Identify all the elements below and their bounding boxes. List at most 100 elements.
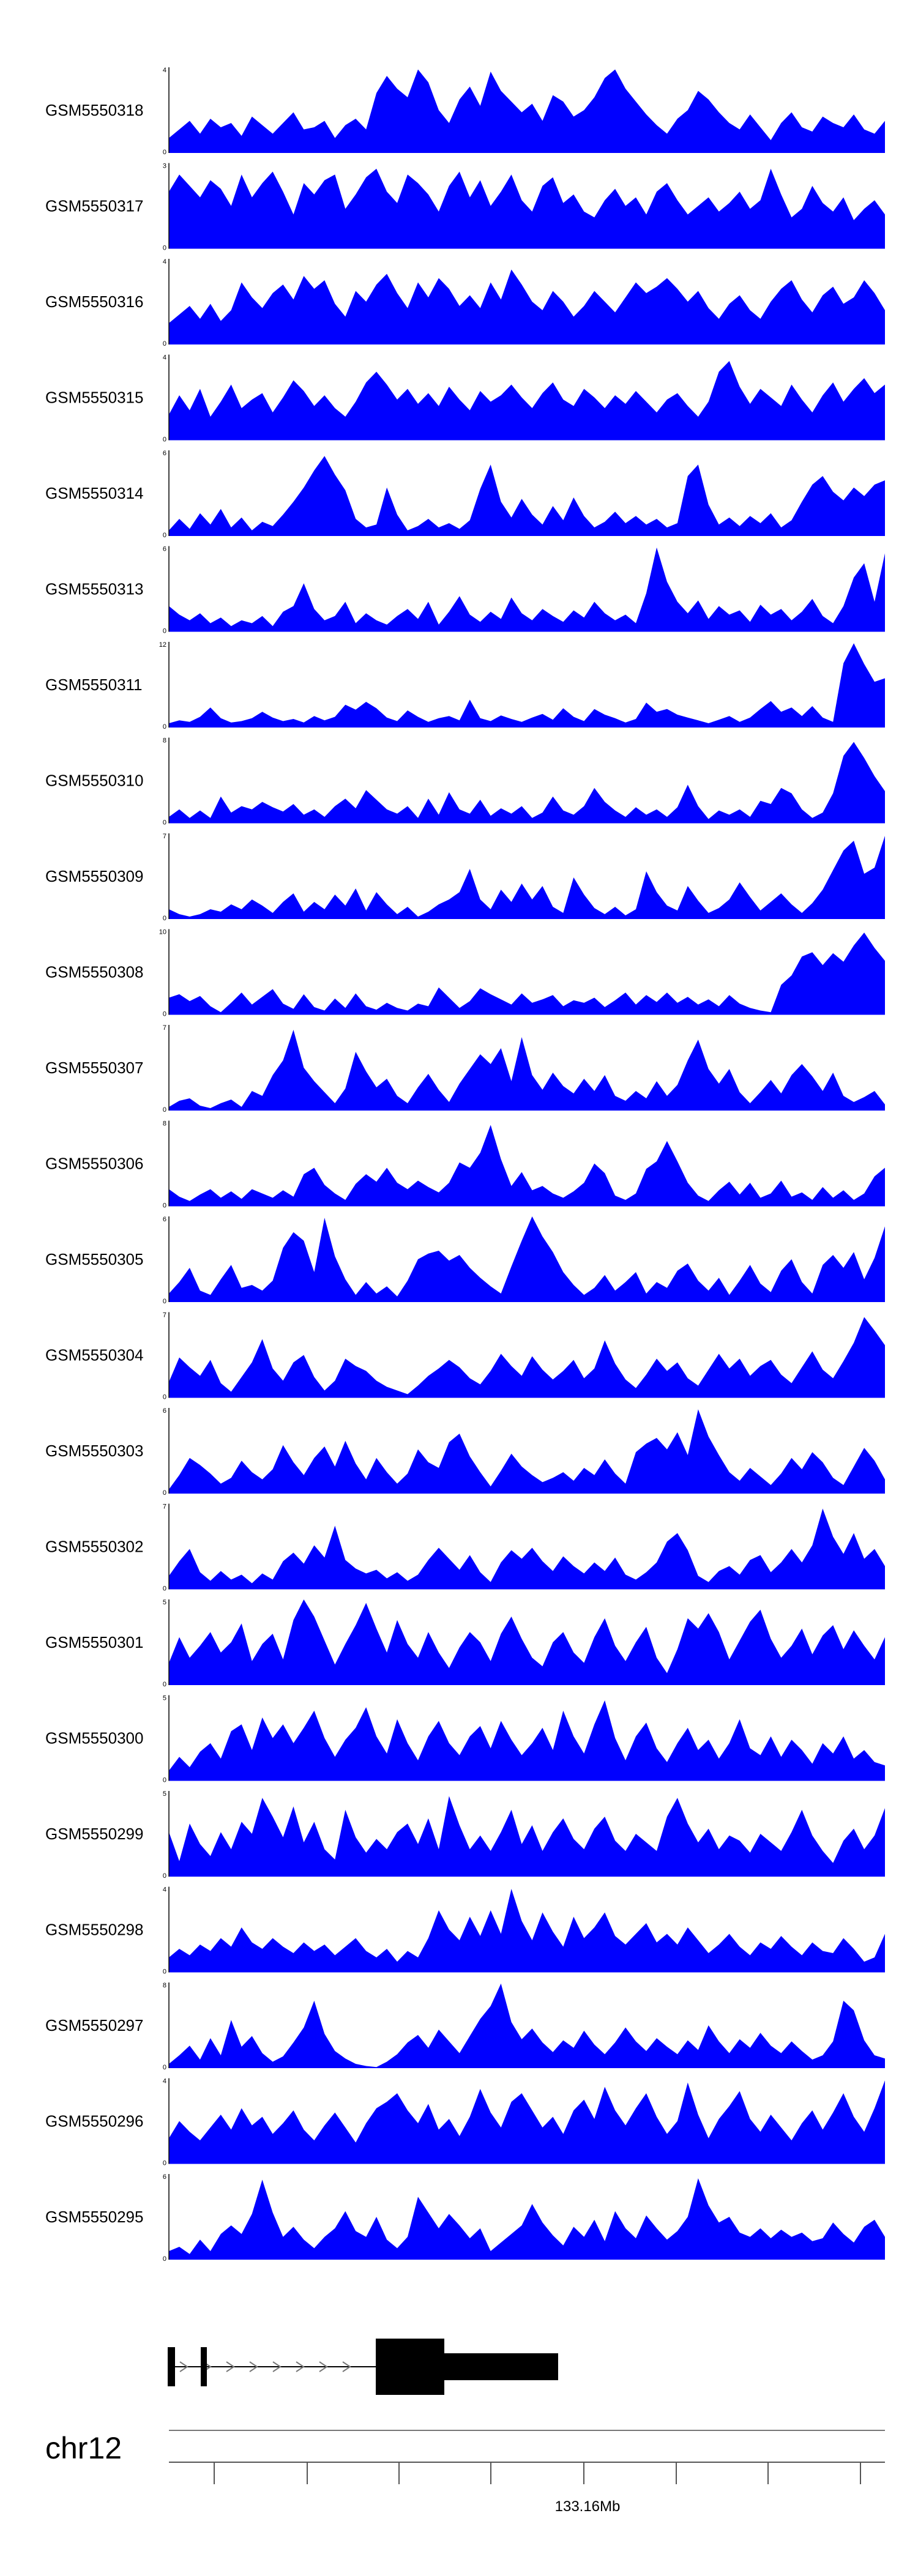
y-max-tick-label: 7 bbox=[163, 1312, 166, 1319]
track-GSM5550297: 8 0 GSM5550297 bbox=[45, 1982, 885, 2071]
signal-area bbox=[169, 1317, 885, 1398]
track-GSM5550296: 4 0 GSM5550296 bbox=[45, 2078, 885, 2167]
y-max-tick-label: 5 bbox=[163, 1695, 166, 1702]
strand-arrow bbox=[179, 2361, 188, 2372]
y-min-tick-label: 0 bbox=[163, 915, 166, 922]
signal-area bbox=[169, 1983, 885, 2068]
strand-arrow bbox=[319, 2361, 328, 2372]
y-max-tick-label: 4 bbox=[163, 2078, 166, 2085]
y-max-tick-label: 5 bbox=[163, 1599, 166, 1606]
track-GSM5550300: 5 0 GSM5550300 bbox=[45, 1695, 885, 1784]
y-max-tick-label: 7 bbox=[163, 833, 166, 840]
y-min-tick-label: 0 bbox=[163, 436, 166, 444]
genome-coordinate-label: 133.16Mb bbox=[555, 2498, 621, 2515]
track-label: GSM5550296 bbox=[45, 2112, 143, 2131]
signal-area bbox=[169, 643, 885, 728]
track-label: GSM5550295 bbox=[45, 2208, 143, 2226]
strand-arrow bbox=[296, 2361, 305, 2372]
track-label: GSM5550309 bbox=[45, 867, 143, 885]
y-min-tick-label: 0 bbox=[163, 1489, 166, 1497]
signal-area bbox=[169, 2178, 885, 2260]
y-max-tick-label: 8 bbox=[163, 1120, 166, 1128]
strand-arrow bbox=[342, 2361, 351, 2372]
y-max-tick-label: 4 bbox=[163, 258, 166, 266]
y-min-tick-label: 0 bbox=[163, 1681, 166, 1688]
signal-area bbox=[169, 836, 885, 919]
track-GSM5550305: 6 0 GSM5550305 bbox=[45, 1216, 885, 1305]
y-min-tick-label: 0 bbox=[163, 2160, 166, 2167]
y-max-tick-label: 8 bbox=[163, 737, 166, 745]
track-label: GSM5550302 bbox=[45, 1538, 143, 1556]
track-label: GSM5550314 bbox=[45, 484, 143, 502]
y-min-tick-label: 0 bbox=[163, 532, 166, 539]
track-GSM5550295: 6 0 GSM5550295 bbox=[45, 2173, 885, 2263]
y-min-tick-label: 0 bbox=[163, 1394, 166, 1401]
track-GSM5550318: 4 0 GSM5550318 bbox=[45, 67, 885, 156]
track-label: GSM5550316 bbox=[45, 292, 143, 311]
y-min-tick-label: 0 bbox=[163, 628, 166, 635]
track-GSM5550304: 7 0 GSM5550304 bbox=[45, 1312, 885, 1401]
y-min-tick-label: 0 bbox=[163, 245, 166, 252]
y-max-tick-label: 7 bbox=[163, 1503, 166, 1511]
track-GSM5550307: 7 0 GSM5550307 bbox=[45, 1024, 885, 1114]
y-max-tick-label: 10 bbox=[159, 929, 166, 936]
track-GSM5550301: 5 0 GSM5550301 bbox=[45, 1599, 885, 1688]
signal-area bbox=[169, 1030, 885, 1111]
track-label: GSM5550308 bbox=[45, 963, 143, 981]
track-label: GSM5550315 bbox=[45, 389, 143, 407]
signal-area bbox=[169, 1599, 885, 1685]
gene-exon-coding bbox=[376, 2339, 444, 2395]
track-label: GSM5550311 bbox=[45, 676, 143, 694]
track-GSM5550302: 7 0 GSM5550302 bbox=[45, 1503, 885, 1593]
track-label: GSM5550310 bbox=[45, 772, 143, 790]
y-max-tick-label: 8 bbox=[163, 1982, 166, 1989]
y-max-tick-label: 6 bbox=[163, 546, 166, 553]
genome-axis bbox=[169, 2462, 885, 2484]
track-GSM5550298: 4 0 GSM5550298 bbox=[45, 1886, 885, 1976]
y-max-tick-label: 4 bbox=[163, 1886, 166, 1894]
signal-area bbox=[169, 1508, 885, 1590]
signal-area bbox=[169, 269, 885, 344]
track-GSM5550316: 4 0 GSM5550316 bbox=[45, 258, 885, 348]
track-GSM5550314: 6 0 GSM5550314 bbox=[45, 450, 885, 539]
signal-tracks: 4 0 GSM5550318 3 0 GSM5550317 4 0 GSM5550316 4 0 GS… bbox=[45, 67, 885, 2263]
track-label: GSM5550301 bbox=[45, 1633, 143, 1651]
track-label: GSM5550300 bbox=[45, 1729, 143, 1748]
y-min-tick-label: 0 bbox=[163, 1968, 166, 1976]
y-max-tick-label: 6 bbox=[163, 1407, 166, 1415]
track-GSM5550317: 3 0 GSM5550317 bbox=[45, 163, 885, 252]
track-label: GSM5550304 bbox=[45, 1346, 143, 1364]
strand-arrow bbox=[249, 2361, 258, 2372]
track-GSM5550315: 4 0 GSM5550315 bbox=[45, 354, 885, 444]
y-min-tick-label: 0 bbox=[163, 1106, 166, 1114]
signal-area bbox=[169, 1125, 885, 1207]
track-label: GSM5550303 bbox=[45, 1442, 143, 1460]
y-min-tick-label: 0 bbox=[163, 1202, 166, 1210]
track-label: GSM5550299 bbox=[45, 1825, 143, 1843]
gene-exon-utr bbox=[444, 2353, 558, 2380]
track-GSM5550308: 10 0 GSM5550308 bbox=[45, 929, 885, 1018]
y-min-tick-label: 0 bbox=[163, 340, 166, 348]
y-min-tick-label: 0 bbox=[163, 1011, 166, 1018]
track-GSM5550311: 12 0 GSM5550311 bbox=[45, 641, 885, 731]
signal-area bbox=[169, 742, 885, 824]
y-min-tick-label: 0 bbox=[163, 2064, 166, 2071]
y-min-tick-label: 0 bbox=[163, 1585, 166, 1593]
y-min-tick-label: 0 bbox=[163, 1777, 166, 1784]
y-min-tick-label: 0 bbox=[163, 819, 166, 827]
y-max-tick-label: 6 bbox=[163, 450, 166, 457]
y-max-tick-label: 12 bbox=[159, 641, 166, 649]
track-label: GSM5550313 bbox=[45, 580, 143, 598]
signal-area bbox=[169, 1700, 885, 1781]
track-GSM5550310: 8 0 GSM5550310 bbox=[45, 737, 885, 827]
signal-area bbox=[169, 1889, 885, 1973]
signal-area bbox=[169, 1796, 885, 1877]
track-GSM5550299: 5 0 GSM5550299 bbox=[45, 1790, 885, 1880]
gene-exon bbox=[168, 2347, 175, 2386]
track-GSM5550313: 6 0 GSM5550313 bbox=[45, 546, 885, 635]
gene-exon bbox=[201, 2347, 207, 2386]
signal-area bbox=[169, 361, 885, 441]
signal-area bbox=[169, 547, 885, 632]
y-min-tick-label: 0 bbox=[163, 149, 166, 156]
